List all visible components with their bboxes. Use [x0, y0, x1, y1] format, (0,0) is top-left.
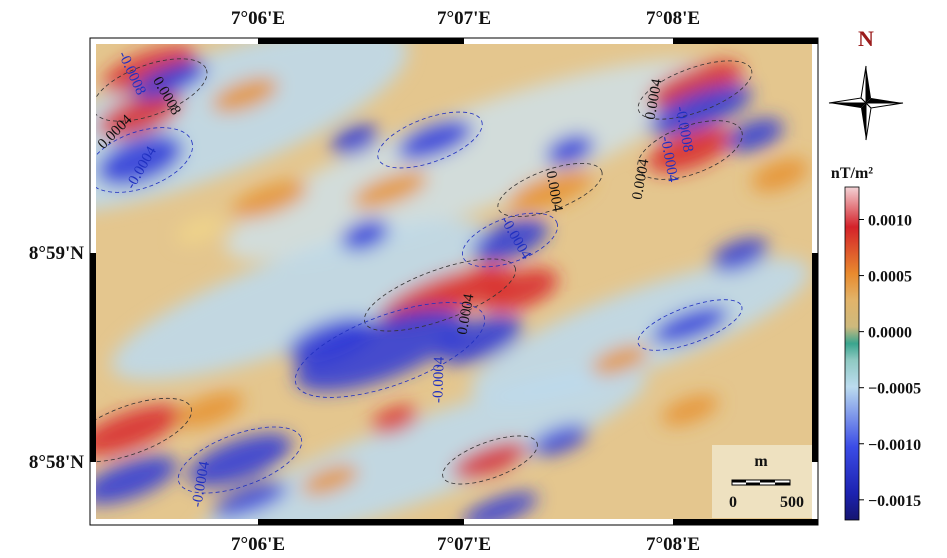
lon-label: 7°06'E [231, 534, 285, 555]
north-label: N [858, 26, 874, 51]
contour [96, 127, 193, 193]
contour-label: 0.0004 [542, 170, 565, 214]
anomaly [187, 433, 293, 487]
anomaly [96, 455, 178, 505]
contour [462, 212, 558, 268]
anomaly [341, 219, 389, 251]
contour [637, 120, 743, 180]
anomaly [661, 394, 719, 426]
anomaly [378, 264, 512, 326]
contour [177, 426, 303, 494]
anomaly [96, 404, 183, 456]
anomaly [647, 84, 753, 136]
scale-label: 0 [729, 494, 737, 511]
lat-label: 8°59'N [29, 243, 84, 264]
contour-label: -0.0004 [430, 356, 448, 403]
anomaly [452, 441, 528, 479]
lon-label: 7°08'E [646, 534, 700, 555]
anomaly [531, 424, 589, 456]
contour [497, 163, 603, 217]
anomaly [647, 127, 733, 173]
anomaly [212, 482, 288, 518]
colorbar [844, 186, 860, 521]
anomaly [97, 92, 183, 138]
anomaly [301, 464, 359, 496]
anomaly [711, 238, 769, 272]
anomaly [194, 369, 646, 519]
colorbar-tick-label: −0.0010 [868, 437, 921, 454]
anomaly-field: -0.0008 0.00080.0004-0.00040.0004-0.00080… [96, 44, 812, 519]
colorbar-unit: nT/m² [831, 165, 873, 182]
anomaly [437, 315, 523, 365]
anomaly [591, 344, 649, 376]
anomaly [652, 306, 728, 344]
anomaly [352, 171, 428, 209]
anomaly [211, 77, 279, 113]
contour [442, 435, 538, 485]
anomaly [647, 60, 743, 110]
anomaly [225, 59, 715, 261]
contour-label: -0.0008 [672, 105, 696, 153]
anomaly [470, 257, 810, 403]
scale-label: 500 [780, 494, 804, 511]
colorbar-tick-label: −0.0015 [868, 493, 921, 510]
contour [294, 302, 486, 398]
anomaly [97, 134, 183, 186]
contour [96, 397, 193, 463]
anomaly [726, 118, 784, 152]
anomaly [176, 392, 244, 428]
anomaly [132, 61, 208, 99]
colorbar-tick-label: 0.0010 [868, 213, 912, 230]
lon-label: 7°08'E [646, 8, 700, 29]
scale-bar: m 0 500 [712, 445, 812, 518]
anomaly [371, 405, 419, 435]
scale-unit: m [754, 453, 768, 470]
colorbar-tick-label: −0.0005 [868, 381, 921, 398]
anomaly [232, 181, 308, 219]
anomaly [294, 308, 466, 392]
contour-label: 0.0004 [630, 157, 653, 201]
anomaly [176, 215, 224, 245]
lat-label: 8°58'N [29, 452, 84, 473]
contour-label: -0.0004 [657, 135, 681, 184]
contour-label: -0.0004 [189, 460, 213, 509]
anomaly [481, 268, 559, 312]
lon-label: 7°07'E [437, 8, 491, 29]
contour [96, 58, 208, 122]
anomaly [102, 45, 198, 95]
anomaly [397, 119, 473, 161]
contour-label: 0.0004 [455, 292, 478, 336]
anomaly [462, 492, 538, 519]
lon-label: 7°06'E [231, 8, 285, 29]
anomaly [546, 134, 594, 166]
contour [637, 299, 743, 351]
anomaly [471, 218, 549, 262]
colorbar-tick-label: 0.0000 [868, 325, 912, 342]
lon-label: 7°07'E [437, 534, 491, 555]
anomaly [507, 168, 593, 212]
anomaly [111, 219, 489, 381]
contour-label: 0.0004 [643, 77, 666, 121]
colorbar-tick-label: 0.0005 [868, 269, 912, 286]
frame-bars [90, 38, 818, 525]
north-arrow: N [828, 26, 904, 141]
contour [377, 111, 483, 169]
anomaly [96, 44, 408, 215]
anomaly [331, 124, 379, 156]
anomaly [751, 158, 809, 192]
